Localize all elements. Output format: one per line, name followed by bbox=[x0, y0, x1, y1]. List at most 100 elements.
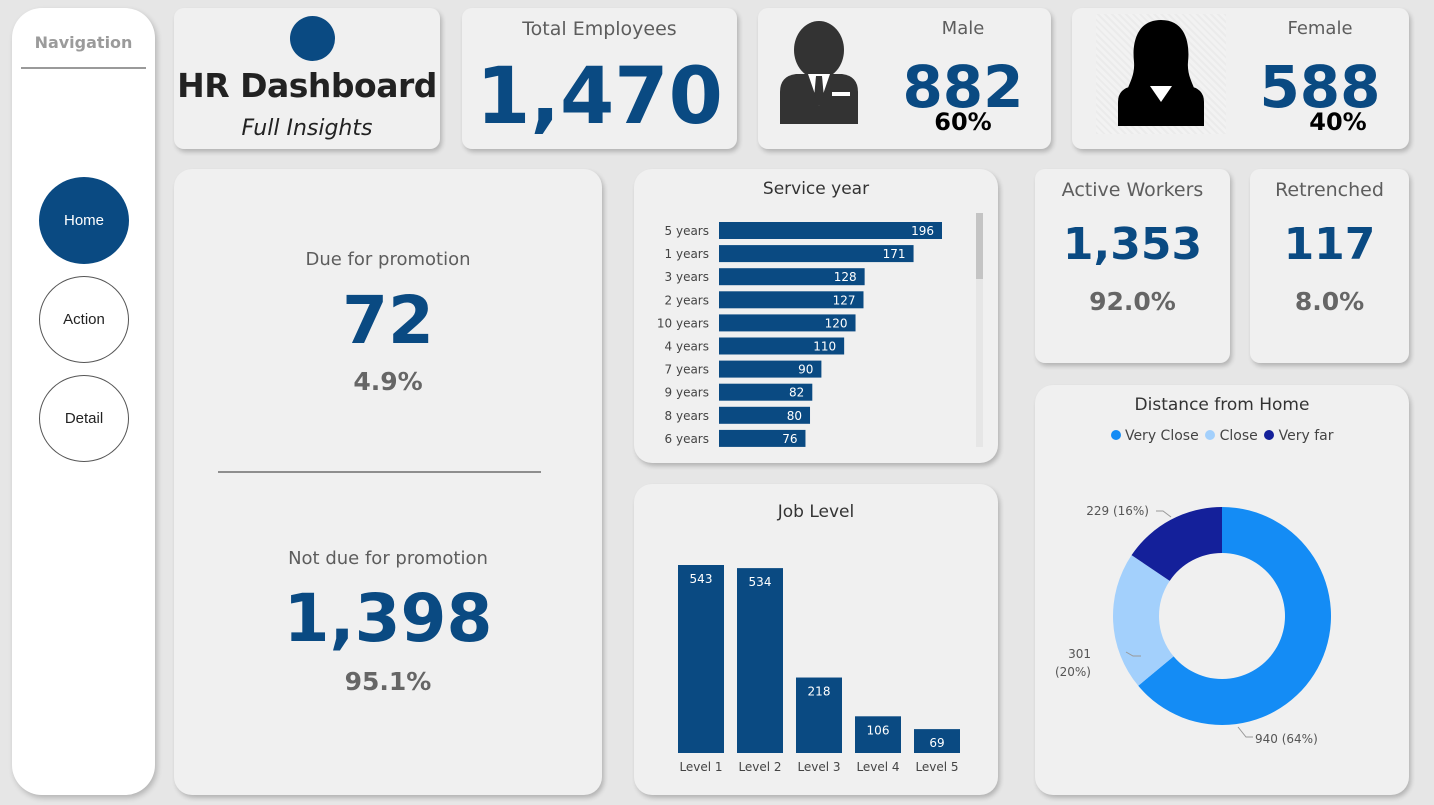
job-level-title: Job Level bbox=[777, 502, 855, 522]
job-level-bar[interactable] bbox=[737, 568, 783, 753]
nav-detail-button[interactable]: Detail bbox=[39, 375, 129, 462]
navigation-title: Navigation bbox=[34, 33, 133, 52]
male-person-icon bbox=[780, 21, 858, 124]
job-level-value-label: 218 bbox=[808, 685, 831, 699]
service-year-bar[interactable] bbox=[719, 337, 845, 355]
due-promotion-percent: 4.9% bbox=[353, 367, 423, 396]
service-year-bar[interactable] bbox=[719, 406, 811, 424]
service-year-category-label: 5 years bbox=[665, 224, 709, 238]
job-level-value-label: 534 bbox=[749, 575, 772, 589]
female-card: Female 588 40% bbox=[1072, 8, 1409, 149]
service-year-value-label: 76 bbox=[782, 432, 797, 446]
service-year-bar[interactable] bbox=[719, 268, 865, 286]
job-level-category-label: Level 3 bbox=[797, 760, 840, 774]
service-year-value-label: 82 bbox=[789, 386, 804, 400]
service-year-scroll-thumb[interactable] bbox=[976, 213, 983, 279]
donut-slice-very-close[interactable] bbox=[1138, 507, 1331, 725]
service-year-value-label: 171 bbox=[883, 247, 906, 261]
female-person-icon bbox=[1118, 20, 1204, 126]
label-leader-line bbox=[1237, 726, 1253, 738]
job-level-bar[interactable] bbox=[796, 677, 842, 753]
female-percent: 40% bbox=[1309, 108, 1367, 136]
job-level-category-label: Level 4 bbox=[856, 760, 899, 774]
total-employees-card: Total Employees 1,470 bbox=[462, 8, 737, 149]
job-level-category-label: Level 2 bbox=[738, 760, 781, 774]
service-year-category-label: 10 years bbox=[657, 316, 709, 330]
service-year-bar[interactable] bbox=[719, 314, 856, 332]
distance-donut-chart: 940 (64%) 301 (20%) 229 (16%) bbox=[1055, 504, 1331, 746]
distance-card: Distance from Home Very Close Close Very… bbox=[1035, 385, 1409, 795]
not-due-promotion-percent: 95.1% bbox=[344, 667, 432, 696]
nav-action-button[interactable]: Action bbox=[39, 276, 129, 363]
retrenched-label: Retrenched bbox=[1275, 179, 1384, 201]
female-count: 588 bbox=[1259, 53, 1381, 121]
distance-title: Distance from Home bbox=[1134, 395, 1310, 415]
male-percent: 60% bbox=[934, 108, 992, 136]
service-year-category-label: 1 years bbox=[665, 247, 709, 261]
service-year-value-label: 90 bbox=[798, 363, 813, 377]
navigation-panel: Navigation Home Action Detail bbox=[12, 8, 155, 795]
service-year-category-label: 7 years bbox=[665, 363, 709, 377]
service-year-category-label: 3 years bbox=[665, 270, 709, 284]
promotion-card: Due for promotion 72 4.9% Not due for pr… bbox=[174, 169, 602, 795]
job-level-bar[interactable] bbox=[855, 716, 901, 753]
job-level-card: Job Level 543 Level 1 534 Level 2 218 Level 3… bbox=[634, 484, 998, 795]
logo-circle-icon bbox=[290, 16, 335, 61]
job-level-bar[interactable] bbox=[914, 729, 960, 753]
donut-label-close-percent: (20%) bbox=[1055, 665, 1091, 679]
service-year-bar[interactable] bbox=[719, 222, 942, 239]
service-year-value-label: 196 bbox=[911, 224, 934, 238]
donut-slice-very-far[interactable] bbox=[1131, 507, 1222, 581]
male-card: Male 882 60% bbox=[758, 8, 1051, 149]
donut-label-very-far: 229 (16%) bbox=[1086, 504, 1149, 518]
service-year-category-label: 9 years bbox=[665, 386, 709, 400]
not-due-promotion-value: 1,398 bbox=[283, 580, 493, 657]
job-level-chart: 543 Level 1 534 Level 2 218 Level 3 106 Level 4… bbox=[678, 565, 960, 774]
distance-legend: Very Close Close Very far bbox=[1035, 428, 1409, 444]
service-year-value-label: 120 bbox=[825, 316, 848, 330]
retrenched-percent: 8.0% bbox=[1294, 287, 1365, 316]
job-level-value-label: 543 bbox=[690, 572, 713, 586]
legend-very-close-swatch bbox=[1110, 430, 1121, 440]
not-due-promotion-label: Not due for promotion bbox=[288, 548, 488, 569]
service-year-category-label: 4 years bbox=[665, 340, 709, 354]
male-label: Male bbox=[941, 18, 985, 39]
legend-close-swatch bbox=[1205, 430, 1216, 440]
navigation-divider bbox=[21, 67, 146, 69]
service-year-value-label: 110 bbox=[813, 340, 836, 354]
retrenched-value: 117 bbox=[1283, 219, 1376, 270]
job-level-value-label: 106 bbox=[867, 723, 890, 737]
service-year-bar[interactable] bbox=[719, 245, 914, 263]
label-leader-line bbox=[1125, 651, 1141, 657]
nav-home-button[interactable]: Home bbox=[39, 177, 129, 264]
page-title: HR Dashboard bbox=[177, 66, 437, 105]
job-level-category-label: Level 1 bbox=[679, 760, 722, 774]
service-year-value-label: 128 bbox=[834, 270, 857, 284]
service-year-value-label: 80 bbox=[787, 409, 802, 423]
service-year-bar[interactable] bbox=[719, 291, 864, 309]
active-workers-card: Active Workers 1,353 92.0% bbox=[1035, 169, 1230, 363]
legend-very-far-label[interactable]: Very far bbox=[1278, 428, 1334, 444]
legend-very-close-label[interactable]: Very Close bbox=[1124, 428, 1199, 444]
service-year-card: Service year 5 years 196 1 years 171 3 years… bbox=[634, 169, 998, 463]
legend-very-far-swatch bbox=[1264, 430, 1275, 440]
job-level-bar[interactable] bbox=[678, 565, 724, 753]
service-year-category-label: 2 years bbox=[665, 293, 709, 307]
service-year-chart: 5 years 196 1 years 171 3 years 128 2 years 127… bbox=[657, 222, 942, 447]
service-year-bar[interactable] bbox=[719, 429, 806, 447]
service-year-bar[interactable] bbox=[719, 360, 822, 378]
service-year-bar[interactable] bbox=[719, 383, 813, 401]
job-level-value-label: 69 bbox=[929, 736, 944, 750]
legend-close-label[interactable]: Close bbox=[1219, 428, 1258, 444]
due-promotion-label: Due for promotion bbox=[305, 249, 471, 270]
service-year-value-label: 127 bbox=[833, 293, 856, 307]
total-employees-value: 1,470 bbox=[476, 52, 723, 142]
active-workers-value: 1,353 bbox=[1062, 219, 1203, 270]
service-year-scroll-track[interactable] bbox=[976, 213, 983, 447]
service-year-title: Service year bbox=[762, 179, 870, 199]
donut-label-very-close: 940 (64%) bbox=[1255, 732, 1318, 746]
header-card: HR Dashboard Full Insights bbox=[174, 8, 440, 149]
page-subtitle: Full Insights bbox=[241, 116, 373, 141]
due-promotion-value: 72 bbox=[342, 282, 434, 359]
promotion-divider bbox=[218, 471, 541, 473]
